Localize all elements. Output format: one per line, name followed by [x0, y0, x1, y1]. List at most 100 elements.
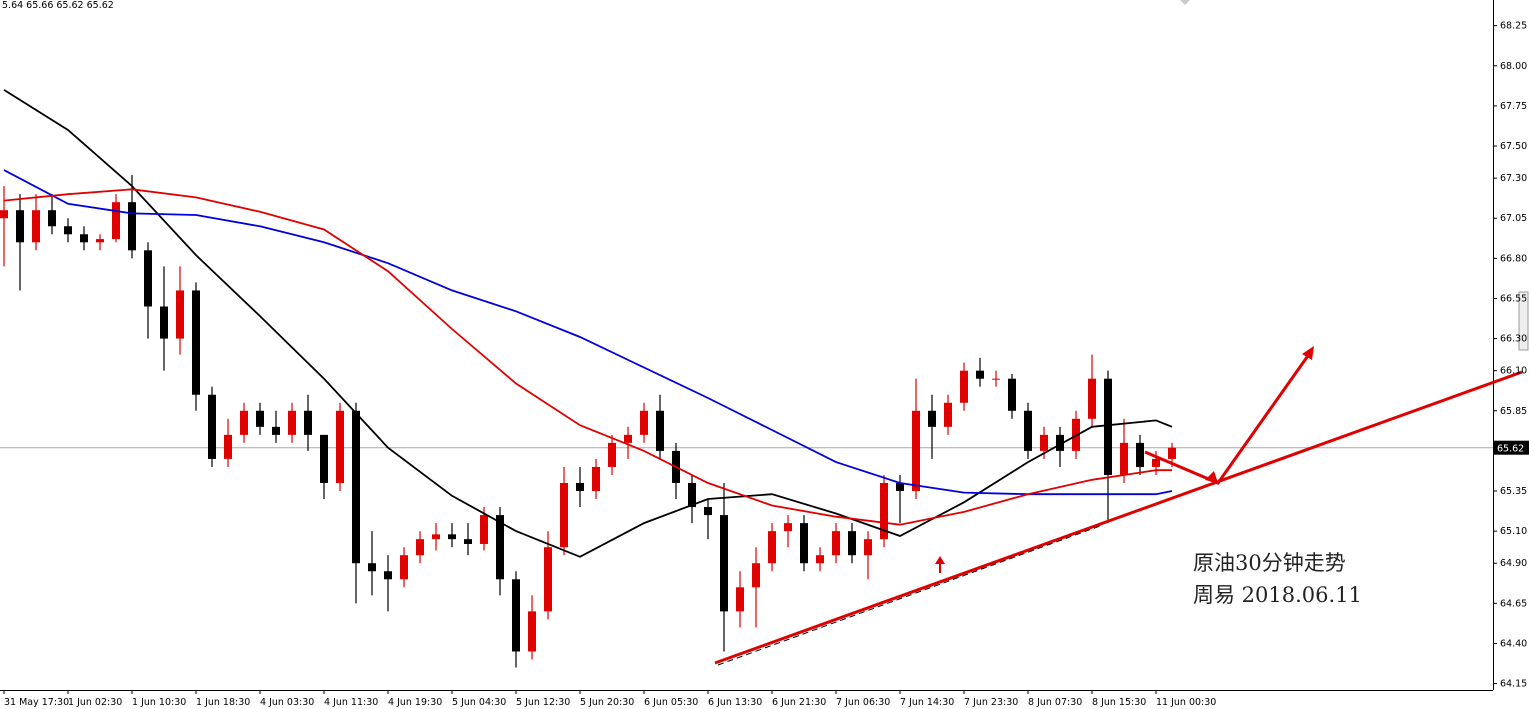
candle-body [368, 563, 376, 572]
plot-area [0, 89, 1493, 668]
candle-body [1088, 378, 1096, 419]
candle-body [448, 534, 456, 540]
candle-body [544, 547, 552, 612]
x-tick-label: 31 May 17:30 [4, 697, 69, 708]
y-tick-label: 65.35 [1500, 486, 1527, 497]
candle-body [992, 378, 1000, 380]
candle-body [608, 442, 616, 467]
y-tick-label: 68.25 [1500, 21, 1527, 32]
x-tick-label: 4 Jun 11:30 [324, 697, 378, 708]
arrow-head [1205, 471, 1218, 483]
y-tick-label: 66.30 [1500, 334, 1527, 345]
candle-body [112, 202, 120, 240]
candle-body [240, 410, 248, 435]
candle-body [176, 290, 184, 339]
candle-body [288, 410, 296, 435]
annotation: 原油30分钟走势 [1193, 551, 1346, 575]
last-price-label: 65.62 [1497, 444, 1524, 455]
x-tick-label: 6 Jun 13:30 [708, 697, 762, 708]
candle-body [64, 226, 72, 235]
moving-average [3, 188, 1172, 526]
candle-body [304, 410, 312, 435]
candle-body [1136, 442, 1144, 467]
candle-body [496, 515, 504, 580]
x-tick-label: 11 Jun 00:30 [1156, 697, 1216, 708]
x-tick-label: 7 Jun 06:30 [836, 697, 890, 708]
annotation: 周易 2018.06.11 [1193, 583, 1362, 607]
y-tick-label: 64.15 [1500, 679, 1527, 690]
marker [1180, 0, 1190, 5]
candle-body [640, 410, 648, 435]
candle-body [128, 202, 136, 251]
candle-body [528, 611, 536, 652]
x-tick-label: 8 Jun 15:30 [1092, 697, 1146, 708]
candle-body [848, 531, 856, 556]
y-tick-label: 66.80 [1500, 253, 1527, 264]
candle-body [480, 515, 488, 544]
x-tick-label: 5 Jun 12:30 [516, 697, 570, 708]
candle-body [656, 410, 664, 451]
trend-line-dashed [717, 525, 1101, 666]
x-tick-label: 6 Jun 21:30 [772, 697, 826, 708]
candle-body [416, 539, 424, 556]
candle-body [880, 483, 888, 540]
x-tick-label: 5 Jun 20:30 [580, 697, 634, 708]
candle-body [48, 210, 56, 227]
candle-body [464, 539, 472, 544]
candle-body [976, 370, 984, 379]
candle-body [16, 210, 24, 243]
y-tick-label: 68.00 [1500, 61, 1527, 72]
candle-body [576, 483, 584, 492]
y-tick-label: 67.05 [1500, 213, 1527, 224]
candle-body [224, 434, 232, 459]
y-tick-label: 66.10 [1500, 366, 1527, 377]
x-tick-label: 6 Jun 05:30 [644, 697, 698, 708]
candle-body [624, 434, 632, 443]
candle-body [336, 410, 344, 483]
candle-body [736, 587, 744, 612]
candle-body [560, 483, 568, 548]
candle-body [1120, 442, 1128, 475]
candle-body [592, 466, 600, 492]
candle-body [144, 250, 152, 307]
y-tick-label: 67.30 [1500, 173, 1527, 184]
x-tick-label: 1 Jun 02:30 [68, 697, 122, 708]
candle-body [864, 539, 872, 556]
candle-body [832, 531, 840, 556]
y-tick-label: 67.50 [1500, 141, 1527, 152]
candle-body [1024, 410, 1032, 451]
x-tick-label: 5 Jun 04:30 [452, 697, 506, 708]
candle-body [944, 402, 952, 427]
candle-body [752, 563, 760, 588]
x-tick-label: 4 Jun 19:30 [388, 697, 442, 708]
candle-body [512, 579, 520, 652]
x-tick-label: 1 Jun 10:30 [132, 697, 186, 708]
candle-body [704, 507, 712, 516]
candle-body [688, 483, 696, 508]
y-tick-label: 67.75 [1500, 101, 1527, 112]
candle-body [0, 210, 8, 219]
scroll-handle[interactable] [1518, 291, 1529, 351]
candle-body [928, 410, 936, 427]
candle-body [160, 306, 168, 339]
trend-line [714, 370, 1523, 665]
x-tick-label: 1 Jun 18:30 [196, 697, 250, 708]
moving-average [3, 89, 1173, 558]
x-tick-label: 7 Jun 14:30 [900, 697, 954, 708]
y-tick-label: 65.85 [1500, 406, 1527, 417]
candle-body [1152, 458, 1160, 467]
candle-body [720, 515, 728, 612]
y-tick-label: 64.40 [1500, 638, 1527, 649]
moving-average [3, 169, 1173, 496]
candle-body [272, 426, 280, 435]
candle-body [816, 555, 824, 564]
candle-body [800, 523, 808, 564]
candle-body [192, 290, 200, 395]
arrow-head [935, 556, 945, 564]
candle-body [320, 434, 328, 483]
x-tick-label: 4 Jun 03:30 [260, 697, 314, 708]
candle-body [384, 571, 392, 580]
candle-body [256, 410, 264, 427]
